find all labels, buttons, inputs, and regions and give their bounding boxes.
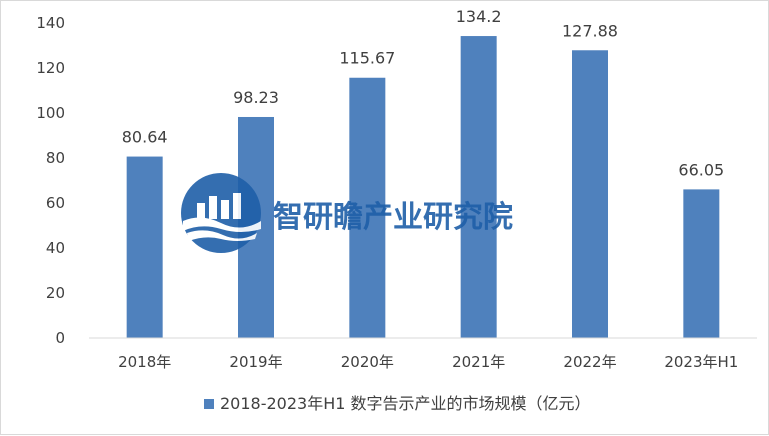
bar: [460, 36, 497, 339]
data-label: 98.23: [233, 88, 279, 107]
data-label: 80.64: [122, 128, 168, 147]
bar: [683, 189, 720, 338]
y-tick-label: 80: [46, 149, 65, 167]
y-axis: 0 20 40 60 80 100 120 140: [36, 14, 65, 347]
watermark-logo-icon: [181, 173, 261, 253]
x-tick-label: 2023年H1: [664, 353, 738, 371]
legend-label: 2018-2023年H1 数字告示产业的市场规模（亿元）: [220, 394, 591, 413]
data-label: 115.67: [339, 49, 395, 68]
bar-series: [126, 36, 720, 339]
x-tick-label: 2020年: [341, 353, 394, 371]
y-tick-label: 40: [46, 239, 65, 257]
bar: [349, 77, 386, 339]
data-labels: 80.64 98.23 115.67 134.2 127.88 66.05: [122, 7, 724, 179]
legend-swatch: [204, 399, 214, 409]
x-tick-label: 2018年: [118, 353, 171, 371]
y-tick-label: 20: [46, 284, 65, 302]
x-axis: 2018年 2019年 2020年 2021年 2022年 2023年H1: [118, 353, 738, 371]
watermark: 智研瞻产业研究院: [181, 173, 513, 253]
data-label: 127.88: [562, 21, 618, 40]
data-label: 66.05: [678, 160, 724, 179]
y-tick-label: 120: [36, 59, 65, 77]
x-tick-label: 2021年: [452, 353, 505, 371]
legend: 2018-2023年H1 数字告示产业的市场规模（亿元）: [204, 394, 591, 413]
x-tick-label: 2022年: [563, 353, 616, 371]
watermark-text: 智研瞻产业研究院: [273, 200, 513, 235]
x-tick-label: 2019年: [229, 353, 282, 371]
y-tick-label: 140: [36, 14, 65, 32]
bar: [126, 156, 163, 338]
y-tick-label: 0: [55, 329, 65, 347]
bar: [572, 50, 608, 339]
y-tick-label: 100: [36, 104, 65, 122]
y-tick-label: 60: [46, 194, 65, 212]
data-label: 134.2: [456, 7, 502, 26]
